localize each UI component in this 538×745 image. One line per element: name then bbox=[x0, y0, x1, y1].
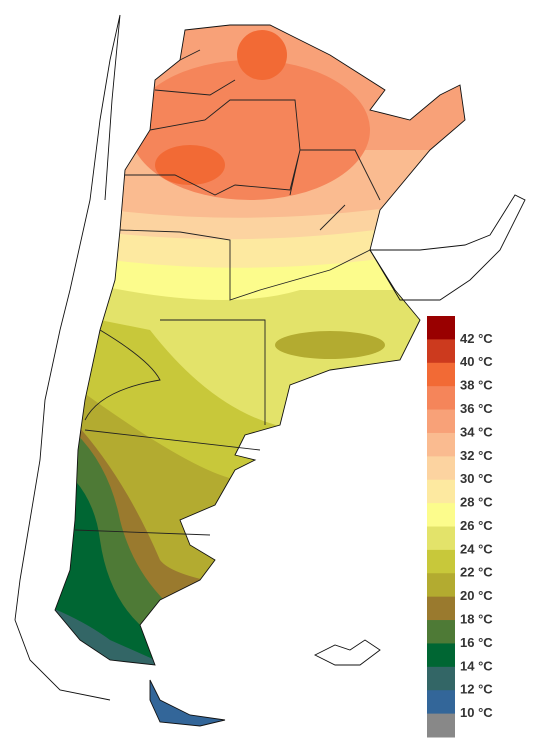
legend-label: 12 °C bbox=[460, 682, 493, 697]
falkland-islands bbox=[313, 639, 381, 666]
legend-swatch bbox=[427, 456, 455, 481]
legend-swatch bbox=[427, 339, 455, 364]
legend-swatch bbox=[427, 643, 455, 668]
legend-label: 24 °C bbox=[460, 541, 493, 556]
chile-outline bbox=[14, 14, 121, 701]
legend-label: 14 °C bbox=[460, 658, 493, 673]
legend-label: 42 °C bbox=[460, 331, 493, 346]
legend-label: 40 °C bbox=[460, 354, 493, 369]
legend-label: 22 °C bbox=[460, 565, 493, 580]
argentina-outline bbox=[54, 24, 466, 666]
legend-swatch bbox=[427, 526, 455, 551]
province-borders bbox=[74, 49, 381, 536]
legend-label: 20 °C bbox=[460, 588, 493, 603]
legend-swatch bbox=[427, 479, 455, 504]
legend-label: 32 °C bbox=[460, 448, 493, 463]
legend-swatch bbox=[427, 316, 455, 340]
legend-label: 10 °C bbox=[460, 705, 493, 720]
legend-swatch bbox=[427, 386, 455, 411]
legend-swatch bbox=[427, 690, 455, 715]
legend-label: 26 °C bbox=[460, 518, 493, 533]
uruguay-outline bbox=[369, 194, 526, 301]
legend-label: 30 °C bbox=[460, 471, 493, 486]
legend-swatch bbox=[427, 713, 455, 738]
legend-swatch bbox=[427, 596, 455, 621]
legend-label: 18 °C bbox=[460, 611, 493, 626]
legend-swatch bbox=[427, 503, 455, 527]
legend-label: 38 °C bbox=[460, 378, 493, 393]
legend-swatch bbox=[427, 666, 455, 691]
legend-label: 36 °C bbox=[460, 401, 493, 416]
legend-label: 28 °C bbox=[460, 495, 493, 510]
legend-swatch bbox=[427, 432, 455, 457]
legend-label: 34 °C bbox=[460, 424, 493, 439]
legend-swatch bbox=[427, 549, 455, 574]
legend-swatch bbox=[427, 362, 455, 387]
legend-swatch bbox=[427, 409, 455, 434]
legend-label: 16 °C bbox=[460, 635, 493, 650]
legend-swatch bbox=[427, 620, 455, 644]
legend-swatch bbox=[427, 573, 455, 598]
legend: 42 °C 40 °C 38 °C 36 °C 34 °C 32 °C 30 °C 28 °C… bbox=[427, 316, 493, 738]
tierra-del-fuego bbox=[149, 679, 226, 727]
